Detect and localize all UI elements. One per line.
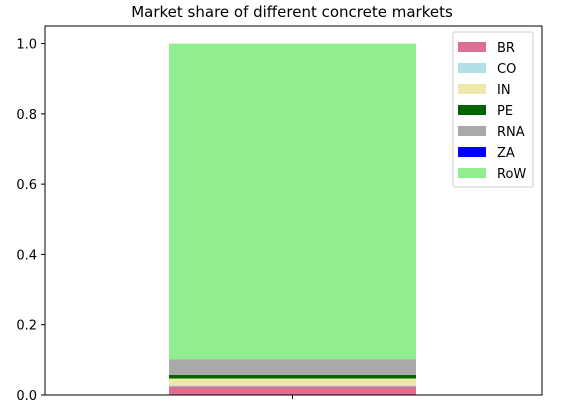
plot-frame	[44, 25, 543, 396]
legend-label-pe: PE	[497, 104, 513, 119]
legend-swatch-in	[458, 84, 486, 94]
y-tick-label: 1.0	[16, 38, 37, 53]
bar-segment-pe	[169, 374, 416, 379]
legend-label-za: ZA	[497, 146, 515, 161]
legend-label-rna: RNA	[497, 125, 525, 140]
legend-swatch-rna	[458, 126, 486, 136]
legend-label-row: RoW	[497, 167, 526, 182]
legend: BR CO IN PE RNA ZA RoW	[452, 31, 534, 188]
legend-swatch-za	[458, 147, 486, 157]
legend-label-co: CO	[497, 62, 516, 77]
bar-segment-br	[169, 386, 416, 395]
bar-segment-row	[169, 43, 416, 360]
chart-title: Market share of different concrete marke…	[131, 3, 453, 21]
y-tick-label: 0.6	[16, 178, 37, 193]
y-tick-label: 0.2	[16, 319, 37, 334]
y-axis: 0.0 0.2 0.4 0.6 0.8 1.0	[16, 38, 45, 404]
bar-stack	[169, 43, 416, 395]
y-tick-label: 0.4	[16, 248, 37, 263]
bar-segment-co	[169, 385, 416, 387]
legend-swatch-co	[458, 63, 486, 73]
legend-label-br: BR	[497, 41, 515, 56]
legend-swatch-pe	[458, 105, 486, 115]
y-tick-label: 0.8	[16, 108, 37, 123]
legend-swatch-br	[458, 42, 486, 52]
bar-segment-rna	[169, 359, 416, 375]
y-tick-label: 0.0	[16, 389, 37, 404]
bar-segment-in	[169, 378, 416, 386]
legend-label-in: IN	[497, 83, 511, 98]
legend-swatch-row	[458, 168, 486, 178]
